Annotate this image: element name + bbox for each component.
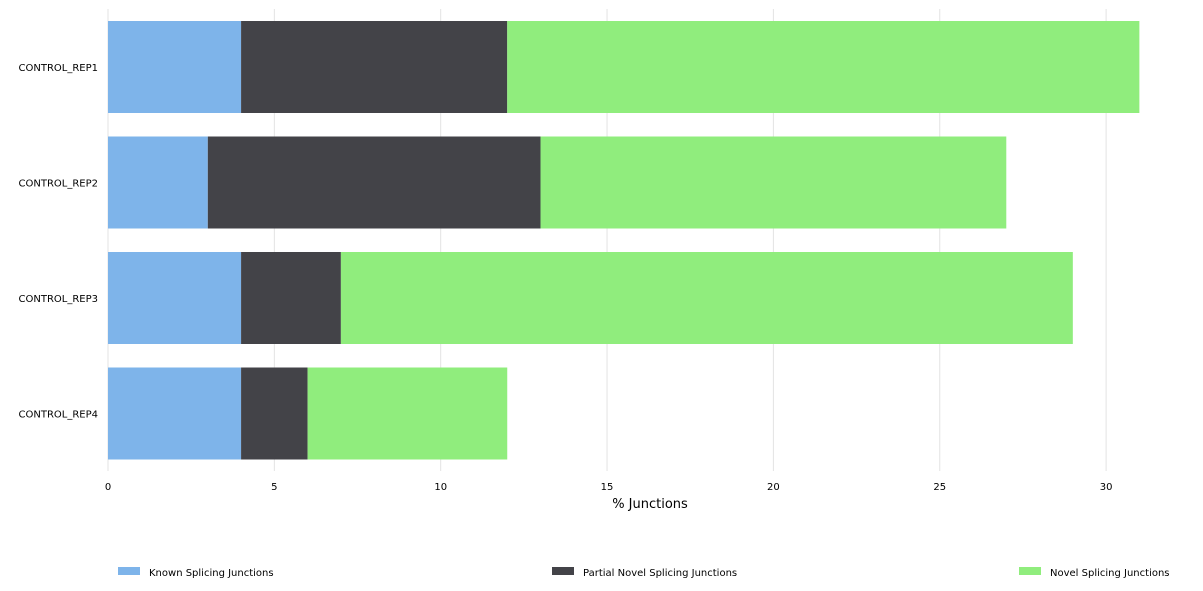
legend-label-2: Novel Splicing Junctions bbox=[1050, 568, 1170, 579]
x-tick-label-5: 5 bbox=[271, 482, 277, 493]
legend-label-0: Known Splicing Junctions bbox=[149, 568, 274, 579]
bar-control_rep3-series-0[interactable] bbox=[108, 252, 242, 344]
bar-control_rep4-series-2[interactable] bbox=[307, 367, 508, 460]
bar-control_rep3-series-1[interactable] bbox=[241, 252, 341, 344]
y-tick-labels: CONTROL_REP1 CONTROL_REP2 CONTROL_REP3 CONT… bbox=[19, 63, 99, 421]
legend-swatch-1 bbox=[552, 567, 574, 575]
bar-control_rep2-series-1[interactable] bbox=[207, 136, 541, 229]
legend-swatch-0 bbox=[118, 567, 140, 575]
x-tick-labels: 0 5 10 15 20 25 30 bbox=[105, 482, 1113, 493]
bar-control_rep2-series-2[interactable] bbox=[540, 136, 1007, 229]
x-axis-label: % Junctions bbox=[612, 497, 688, 512]
bar-control_rep2-series-0[interactable] bbox=[108, 136, 208, 229]
legend-item-1[interactable]: Partial Novel Splicing Junctions bbox=[552, 567, 737, 579]
bars bbox=[108, 21, 1140, 460]
legend-item-2[interactable]: Novel Splicing Junctions bbox=[1019, 567, 1170, 579]
legend-item-0[interactable]: Known Splicing Junctions bbox=[118, 567, 274, 579]
x-tick-label-10: 10 bbox=[434, 482, 447, 493]
y-tick-label-control_rep1: CONTROL_REP1 bbox=[19, 63, 99, 74]
x-tick-label-20: 20 bbox=[767, 482, 780, 493]
legend: Known Splicing Junctions Partial Novel Sp… bbox=[118, 567, 1170, 579]
bar-control_rep3-series-2[interactable] bbox=[340, 252, 1073, 344]
bar-control_rep4-series-0[interactable] bbox=[108, 367, 242, 460]
x-tick-label-30: 30 bbox=[1100, 482, 1113, 493]
legend-swatch-2 bbox=[1019, 567, 1041, 575]
bar-control_rep1-series-1[interactable] bbox=[241, 21, 508, 113]
y-tick-label-control_rep4: CONTROL_REP4 bbox=[19, 410, 99, 421]
x-tick-label-15: 15 bbox=[601, 482, 614, 493]
y-tick-label-control_rep2: CONTROL_REP2 bbox=[19, 179, 99, 190]
legend-label-1: Partial Novel Splicing Junctions bbox=[583, 568, 737, 579]
x-tick-label-25: 25 bbox=[933, 482, 946, 493]
x-tick-label-0: 0 bbox=[105, 482, 111, 493]
y-tick-label-control_rep3: CONTROL_REP3 bbox=[19, 294, 99, 305]
bar-control_rep4-series-1[interactable] bbox=[241, 367, 308, 460]
bar-control_rep1-series-2[interactable] bbox=[507, 21, 1140, 113]
bar-control_rep1-series-0[interactable] bbox=[108, 21, 242, 113]
